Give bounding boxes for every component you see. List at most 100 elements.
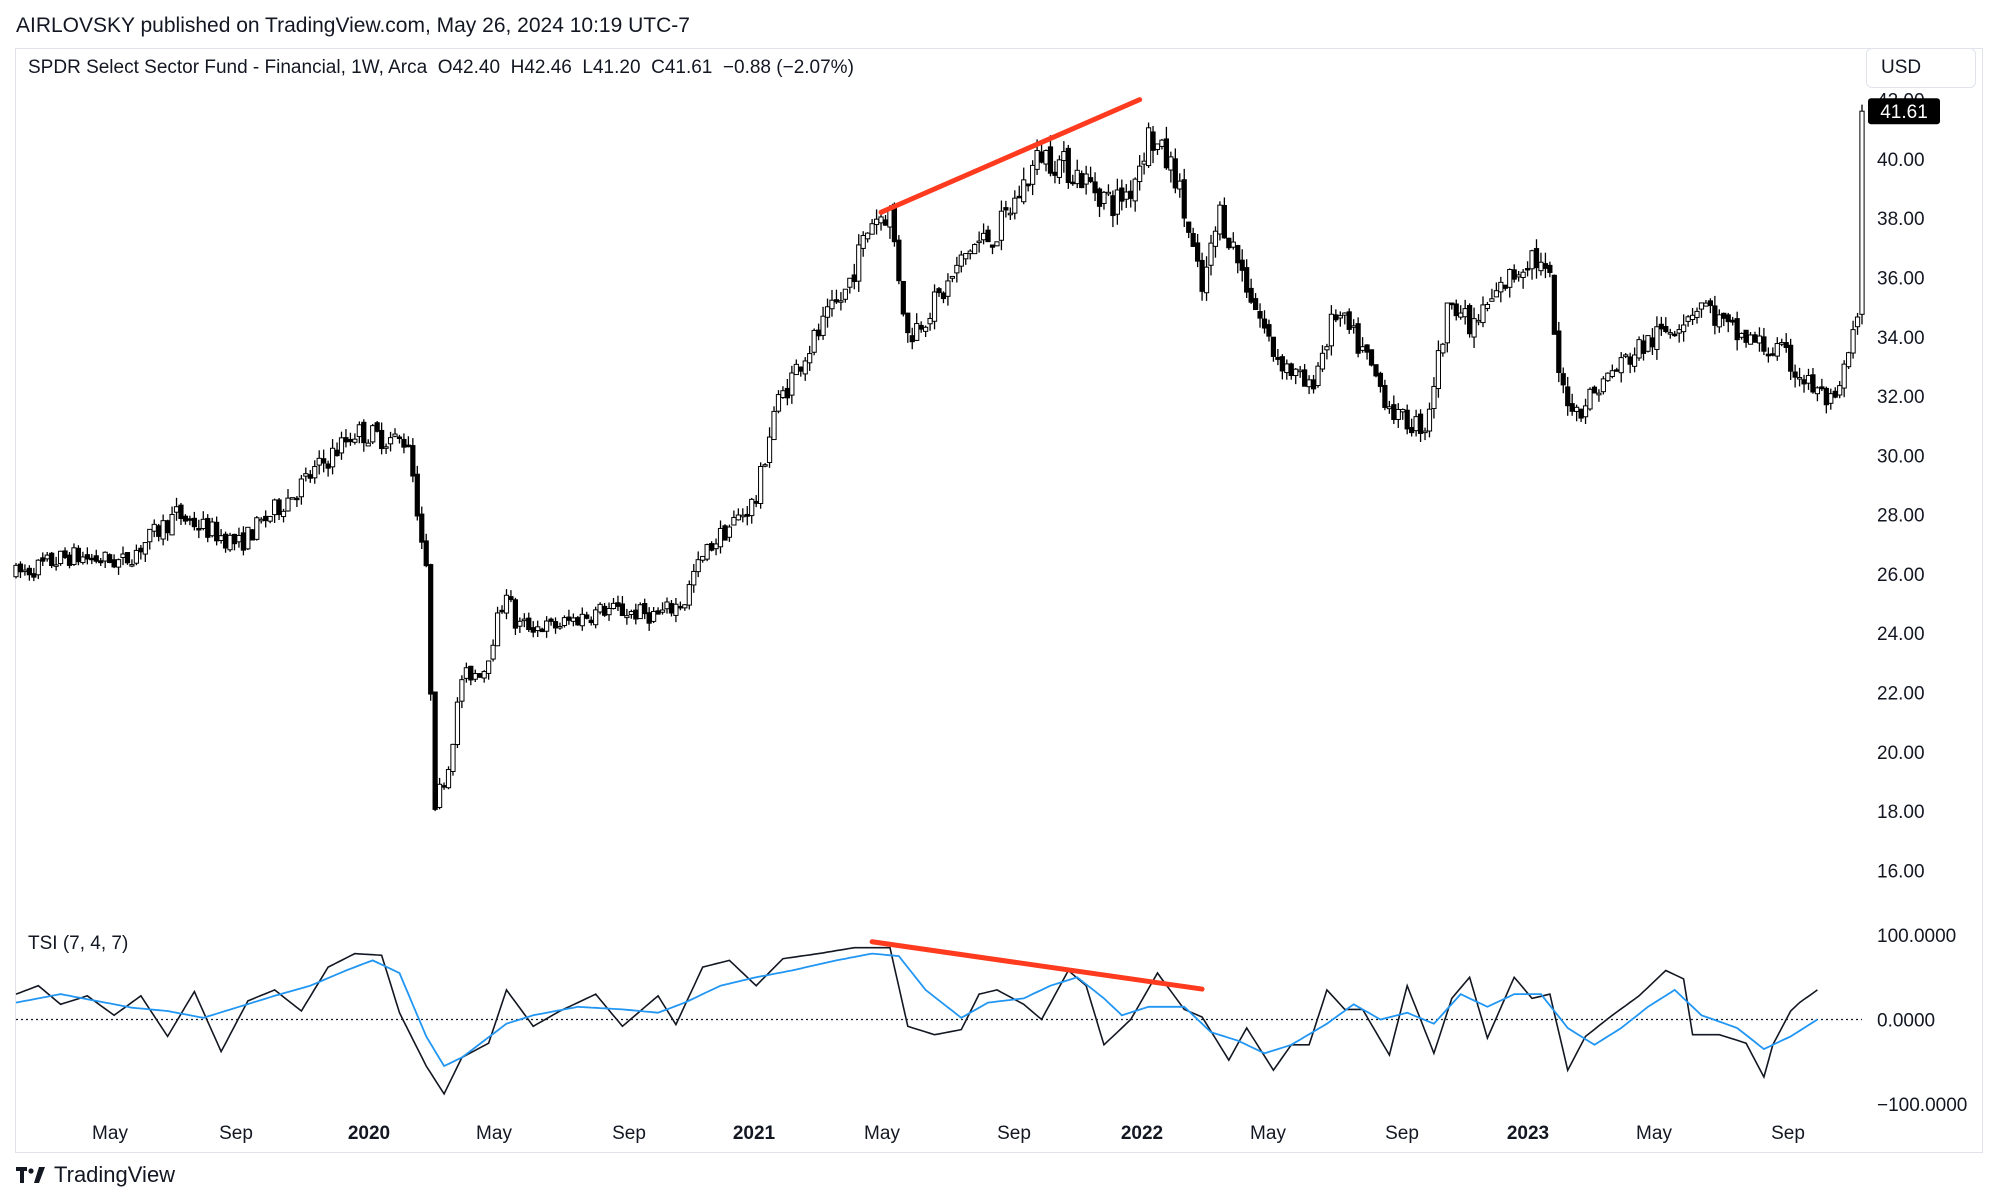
candle-body — [1244, 267, 1250, 293]
candle-body — [1663, 326, 1669, 333]
currency-button[interactable]: USD — [1866, 48, 1976, 88]
candle-body — [289, 497, 296, 500]
candle-body — [62, 550, 68, 558]
price-axis-tick: 38.00 — [1877, 209, 1925, 230]
candle-body — [383, 446, 389, 449]
candle-body — [503, 594, 510, 614]
candle-body — [838, 300, 844, 303]
candle-body — [294, 497, 300, 501]
candle-body — [1328, 313, 1334, 347]
candle-body — [401, 438, 407, 448]
candle-body — [1694, 310, 1700, 318]
candle-body — [356, 424, 362, 438]
candle-body — [419, 513, 425, 543]
candle-body — [1426, 408, 1433, 432]
time-axis-label: May — [1636, 1123, 1672, 1144]
candle-body — [1105, 191, 1112, 195]
candle-body — [512, 599, 519, 629]
candle-body — [454, 701, 461, 746]
candle-body — [686, 584, 692, 606]
candle-body — [1342, 312, 1348, 316]
candle-body — [735, 514, 741, 521]
candle-body — [1074, 169, 1080, 185]
candle-body — [936, 288, 942, 294]
candle-body — [1551, 274, 1557, 335]
candle-body — [1547, 264, 1553, 273]
candle-body — [601, 605, 608, 616]
candle-body — [1462, 308, 1468, 318]
candle-body — [1444, 302, 1450, 344]
candle-body — [552, 621, 559, 629]
candle-body — [615, 602, 621, 607]
candle-body — [1792, 371, 1798, 378]
candle-body — [1056, 159, 1062, 178]
candle-body — [1012, 197, 1018, 214]
candle-body — [1609, 370, 1615, 377]
candle-body — [410, 445, 416, 477]
candle-body — [405, 444, 411, 448]
candle-body — [753, 500, 759, 504]
candle-body — [633, 609, 639, 620]
candle-body — [280, 510, 287, 518]
candle-body — [918, 324, 924, 330]
candle-body — [704, 544, 710, 560]
candle-body — [619, 603, 626, 617]
time-axis-label: May — [476, 1123, 512, 1144]
candle-body — [1302, 369, 1308, 387]
candle-body — [1409, 427, 1415, 434]
candle-body — [682, 604, 688, 609]
candle-body — [1079, 173, 1085, 189]
candle-body — [1168, 156, 1174, 171]
candle-body — [1582, 405, 1589, 418]
candle-body — [847, 277, 853, 288]
candle-body — [575, 617, 581, 626]
candle-body — [1270, 336, 1277, 357]
symbol-legend: SPDR Select Sector Fund - Financial, 1W,… — [28, 57, 854, 78]
candle-body — [1703, 302, 1709, 307]
candle-body — [1511, 269, 1517, 280]
candle-body — [156, 525, 162, 537]
candle-body — [1128, 190, 1134, 199]
candle-body — [1319, 352, 1326, 370]
chart-frame — [15, 48, 1983, 1153]
candle-body — [303, 473, 309, 477]
candle-body — [798, 366, 804, 372]
candle-body — [231, 533, 238, 545]
tsi-line — [15, 946, 1818, 1096]
candle-body — [526, 617, 532, 631]
candle-body — [26, 567, 32, 576]
candle-body — [677, 605, 683, 609]
candle-body — [1854, 316, 1861, 328]
candle-body — [450, 743, 456, 772]
candle-body — [22, 569, 28, 573]
candle-body — [958, 254, 964, 267]
candle-body — [1823, 387, 1829, 406]
candle-body — [1266, 324, 1272, 337]
price-axis-tick: 40.00 — [1877, 150, 1925, 171]
candle-body — [1743, 329, 1749, 343]
candle-body — [102, 551, 108, 562]
candle-body — [17, 563, 24, 573]
time-axis-label: 2023 — [1507, 1123, 1549, 1144]
price-axis-tick: 20.00 — [1877, 743, 1925, 764]
candle-body — [713, 543, 719, 550]
candle-body — [1435, 350, 1442, 390]
candle-body — [557, 626, 563, 629]
candle-body — [945, 280, 951, 297]
candle-body — [1154, 143, 1161, 151]
candle-body — [147, 528, 153, 543]
candle-body — [1623, 354, 1629, 357]
candle-body — [535, 626, 541, 632]
candle-body — [1672, 333, 1678, 337]
tsi-axis-tick: 100.0000 — [1877, 926, 1956, 947]
candle-body — [1524, 267, 1531, 271]
time-axis-label: Sep — [1385, 1123, 1419, 1144]
candle-body — [1453, 303, 1459, 317]
candle-body — [1359, 346, 1366, 351]
candle-body — [1498, 281, 1504, 293]
candle-body — [807, 353, 813, 364]
candle-body — [811, 329, 817, 353]
candle-body — [352, 438, 358, 443]
candle-body — [1297, 369, 1303, 373]
